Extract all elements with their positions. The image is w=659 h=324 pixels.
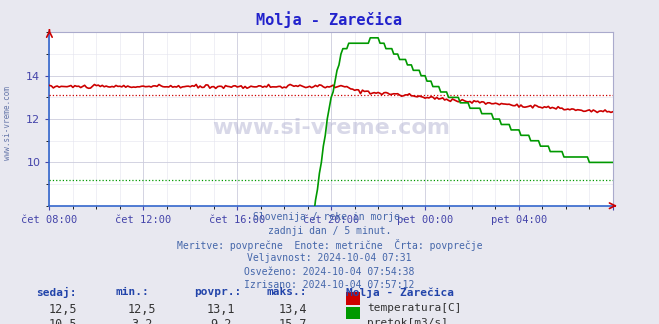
Text: www.si-vreme.com: www.si-vreme.com <box>3 86 13 160</box>
Text: Osveženo: 2024-10-04 07:54:38: Osveženo: 2024-10-04 07:54:38 <box>244 267 415 277</box>
Text: temperatura[C]: temperatura[C] <box>367 303 461 313</box>
Text: 13,4: 13,4 <box>279 303 308 316</box>
Text: pretok[m3/s]: pretok[m3/s] <box>367 318 448 324</box>
Text: maks.:: maks.: <box>267 287 307 297</box>
Text: Izrisano: 2024-10-04 07:57:12: Izrisano: 2024-10-04 07:57:12 <box>244 280 415 290</box>
Text: 3,2: 3,2 <box>131 318 152 324</box>
Text: min.:: min.: <box>115 287 149 297</box>
Text: 13,1: 13,1 <box>206 303 235 316</box>
Text: Molja - Zarečica: Molja - Zarečica <box>346 287 454 298</box>
Text: 12,5: 12,5 <box>127 303 156 316</box>
Text: Veljavnost: 2024-10-04 07:31: Veljavnost: 2024-10-04 07:31 <box>247 253 412 263</box>
Text: Slovenija / reke in morje.: Slovenija / reke in morje. <box>253 212 406 222</box>
Text: Molja - Zarečica: Molja - Zarečica <box>256 11 403 28</box>
Text: Meritve: povprečne  Enote: metrične  Črta: povprečje: Meritve: povprečne Enote: metrične Črta:… <box>177 239 482 251</box>
Text: 15,7: 15,7 <box>279 318 308 324</box>
Text: zadnji dan / 5 minut.: zadnji dan / 5 minut. <box>268 226 391 236</box>
Text: 12,5: 12,5 <box>48 303 77 316</box>
Text: 10,5: 10,5 <box>48 318 77 324</box>
Text: www.si-vreme.com: www.si-vreme.com <box>212 118 450 138</box>
Text: povpr.:: povpr.: <box>194 287 242 297</box>
Text: sedaj:: sedaj: <box>36 287 76 298</box>
Text: 9,2: 9,2 <box>210 318 231 324</box>
